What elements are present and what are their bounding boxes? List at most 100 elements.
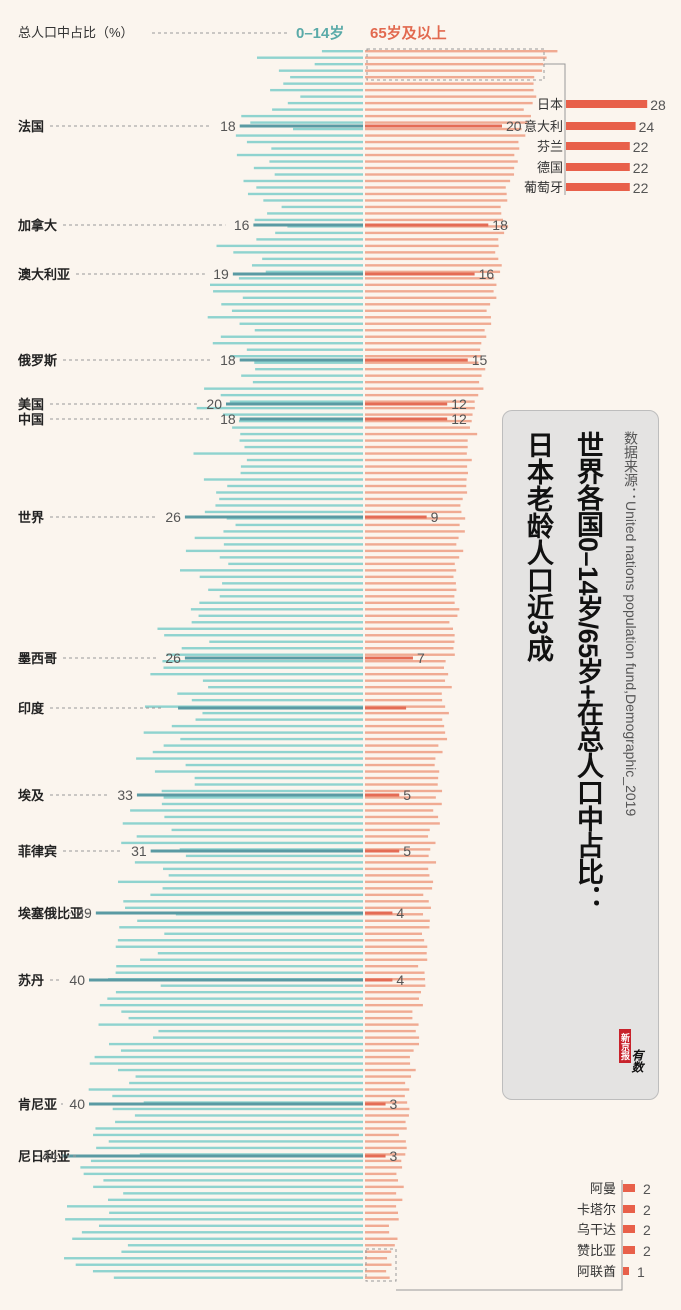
young-bar	[115, 971, 363, 974]
old-bar	[365, 82, 534, 85]
old-bar	[365, 186, 506, 189]
young-bar	[115, 945, 363, 948]
young-bar	[158, 1029, 363, 1033]
young-bar	[242, 296, 363, 299]
old-bar	[365, 1270, 387, 1273]
old-bar	[365, 160, 518, 163]
old-value: 9	[431, 509, 439, 525]
title-card: 数据来源：United nations population fund,Demo…	[502, 410, 659, 1100]
old-bar	[365, 452, 467, 455]
young-bar	[255, 367, 363, 371]
young-bar	[143, 1101, 363, 1104]
old-bar	[365, 348, 481, 351]
old-bar	[365, 283, 497, 287]
old-bar	[365, 789, 443, 793]
bottom-range-box	[365, 1248, 397, 1282]
old-bar	[365, 471, 468, 475]
old-value: 20	[506, 118, 522, 134]
old-bar-highlight	[365, 706, 407, 710]
old-bar	[365, 854, 429, 858]
young-bar	[235, 523, 363, 527]
young-bar	[75, 1263, 363, 1266]
old-bar	[365, 127, 522, 131]
young-value: 31	[131, 843, 147, 859]
young-bar	[122, 822, 363, 825]
old-bar	[365, 1062, 411, 1065]
old-bar	[365, 393, 479, 397]
bottom-connector	[396, 1180, 623, 1291]
bottom-country-label: 卡塔尔	[577, 1202, 616, 1217]
old-bar	[365, 62, 544, 66]
old-bar	[365, 621, 450, 624]
young-bar	[222, 413, 363, 416]
old-bar	[365, 432, 478, 436]
young-bar	[227, 484, 363, 488]
bottom-country-value: 2	[643, 1202, 651, 1218]
old-age-insets: 日本 28 意大利 24 芬兰 22 德国 22 葡萄牙 22 阿曼 2 卡塔尔 2 乌干达 2 赞比亚 2 阿联酋…	[365, 48, 666, 1291]
top-country-bar	[566, 163, 630, 171]
top-country-bar	[566, 142, 630, 150]
young-bar	[199, 601, 363, 605]
old-bar	[365, 192, 507, 196]
young-bar	[228, 562, 363, 566]
top-country-value: 28	[650, 97, 666, 113]
young-bar	[239, 439, 363, 442]
old-bar	[365, 1205, 397, 1208]
young-bar	[252, 380, 363, 384]
old-bar	[365, 270, 501, 274]
young-bar	[215, 504, 363, 507]
old-bar	[365, 1042, 420, 1046]
old-bar	[365, 569, 457, 572]
bottom-country-label: 乌干达	[577, 1222, 616, 1237]
young-bar	[164, 815, 363, 819]
young-bar	[223, 543, 363, 546]
old-bar	[365, 1140, 406, 1143]
old-bar	[365, 50, 558, 53]
young-value: 18	[220, 352, 236, 368]
old-bar	[365, 380, 480, 384]
old-bar	[365, 264, 502, 267]
young-bar	[161, 802, 363, 806]
young-bar	[152, 750, 363, 754]
young-value: 26	[165, 650, 181, 666]
old-bar	[365, 238, 499, 241]
young-bar-highlight	[239, 417, 363, 421]
old-bar	[365, 1159, 402, 1163]
old-bar	[365, 1094, 405, 1098]
young-bar	[93, 1185, 363, 1189]
young-bar	[150, 893, 363, 897]
young-bar	[204, 387, 363, 390]
top-country-bar	[566, 122, 636, 130]
old-bar	[365, 1049, 414, 1052]
young-bar	[251, 264, 363, 267]
young-bar	[128, 1016, 363, 1020]
old-bar	[365, 329, 485, 332]
young-value: 20	[206, 396, 222, 412]
old-bar	[365, 1192, 397, 1195]
old-bar	[365, 770, 440, 773]
top-connector	[544, 63, 566, 195]
young-bar	[164, 932, 363, 935]
country-label: 美国	[18, 397, 44, 412]
young-bar	[121, 1250, 363, 1253]
old-bar	[365, 575, 454, 579]
old-bar	[365, 601, 455, 605]
young-bar	[90, 1159, 363, 1163]
young-bar-highlight	[232, 272, 363, 276]
young-bar	[270, 88, 363, 92]
young-bar	[256, 238, 363, 241]
bottom-country-value: 2	[643, 1243, 651, 1259]
old-bar	[365, 867, 429, 871]
young-bar	[162, 660, 363, 663]
young-bar	[150, 672, 363, 676]
old-bar	[365, 114, 531, 118]
old-bar	[365, 634, 455, 637]
bottom-country-value: 2	[643, 1181, 651, 1197]
old-bar	[365, 588, 457, 592]
young-bar	[221, 303, 363, 306]
old-bar-highlight	[365, 849, 400, 853]
young-bar	[256, 56, 363, 59]
country-label: 埃塞俄比亚	[18, 906, 83, 921]
young-bar	[274, 173, 363, 176]
